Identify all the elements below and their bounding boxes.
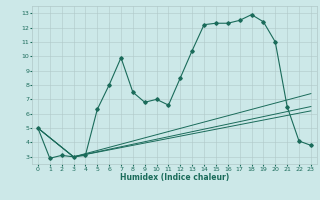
X-axis label: Humidex (Indice chaleur): Humidex (Indice chaleur) [120, 173, 229, 182]
